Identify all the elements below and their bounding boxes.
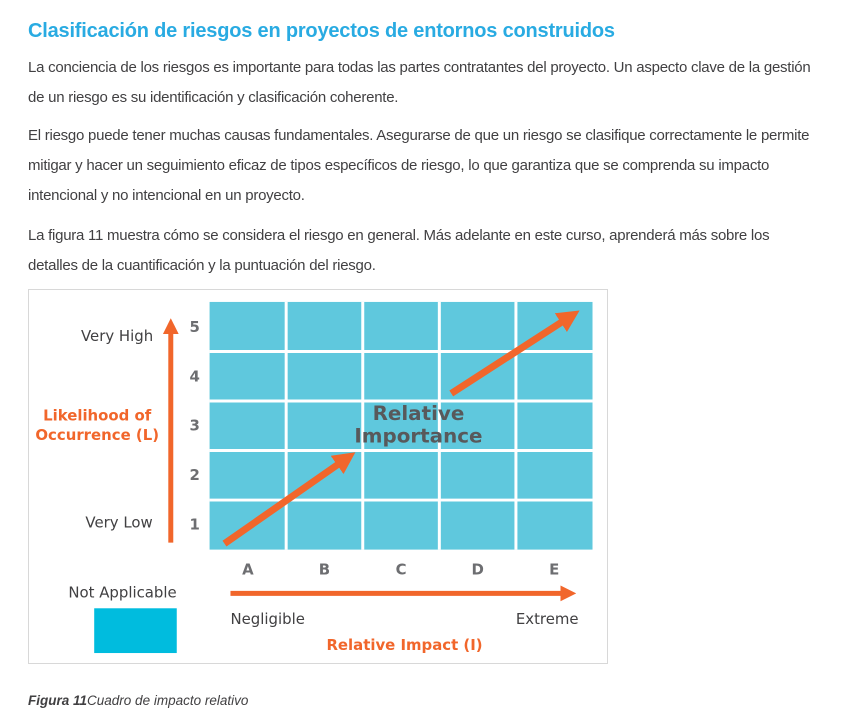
x-tick-d: D (471, 560, 483, 578)
matrix-grid-lines (209, 301, 593, 550)
paragraph-risk-awareness: La conciencia de los riesgos es importan… (28, 59, 811, 106)
paragraph-figure-intro: La figura 11 muestra cómo se considera e… (28, 227, 770, 274)
x-axis-title: Relative Impact (I) (326, 636, 482, 654)
x-tick-a: A (242, 560, 254, 578)
x-axis-left-label: Negligible (230, 610, 304, 628)
y-axis-bottom-label: Very Low (85, 514, 152, 532)
y-axis-ticks: 5 4 3 2 1 (189, 318, 199, 534)
y-axis-top-label: Very High (81, 327, 153, 345)
diagonal-arrow-lower-icon (222, 452, 356, 547)
legend-swatch (94, 608, 177, 654)
y-axis-title-line1: Likelihood of (43, 406, 152, 424)
page-title: Clasificación de riesgos en proyectos de… (28, 20, 615, 42)
paragraph-risk-causes: El riesgo puede tener muchas causas fund… (28, 127, 810, 204)
center-label-line2: Importance (354, 425, 482, 448)
y-tick-1: 1 (189, 516, 199, 534)
x-axis-right-label: Extreme (516, 610, 579, 628)
figure-caption-label: Figura 11 (28, 693, 88, 708)
x-tick-b: B (319, 560, 330, 578)
risk-matrix-chart: Relative Importance 5 4 3 2 1 Very High … (35, 301, 593, 654)
diagonal-arrow-upper-icon (449, 310, 580, 397)
legend-label: Not Applicable (68, 583, 176, 601)
x-tick-c: C (396, 560, 407, 578)
y-tick-3: 3 (189, 416, 199, 434)
y-tick-4: 4 (189, 368, 199, 386)
center-label-line1: Relative (373, 402, 465, 425)
risk-matrix-figure: Relative Importance 5 4 3 2 1 Very High … (28, 289, 608, 664)
x-tick-e: E (549, 560, 559, 578)
figure-caption-text: Cuadro de impacto relativo (87, 693, 249, 708)
figure-caption: Figura 11Cuadro de impacto relativo (28, 693, 248, 708)
y-tick-2: 2 (189, 466, 199, 484)
y-axis-title-line2: Occurrence (L) (35, 426, 159, 444)
x-axis-ticks: A B C D E (242, 560, 559, 578)
y-tick-5: 5 (189, 318, 199, 336)
